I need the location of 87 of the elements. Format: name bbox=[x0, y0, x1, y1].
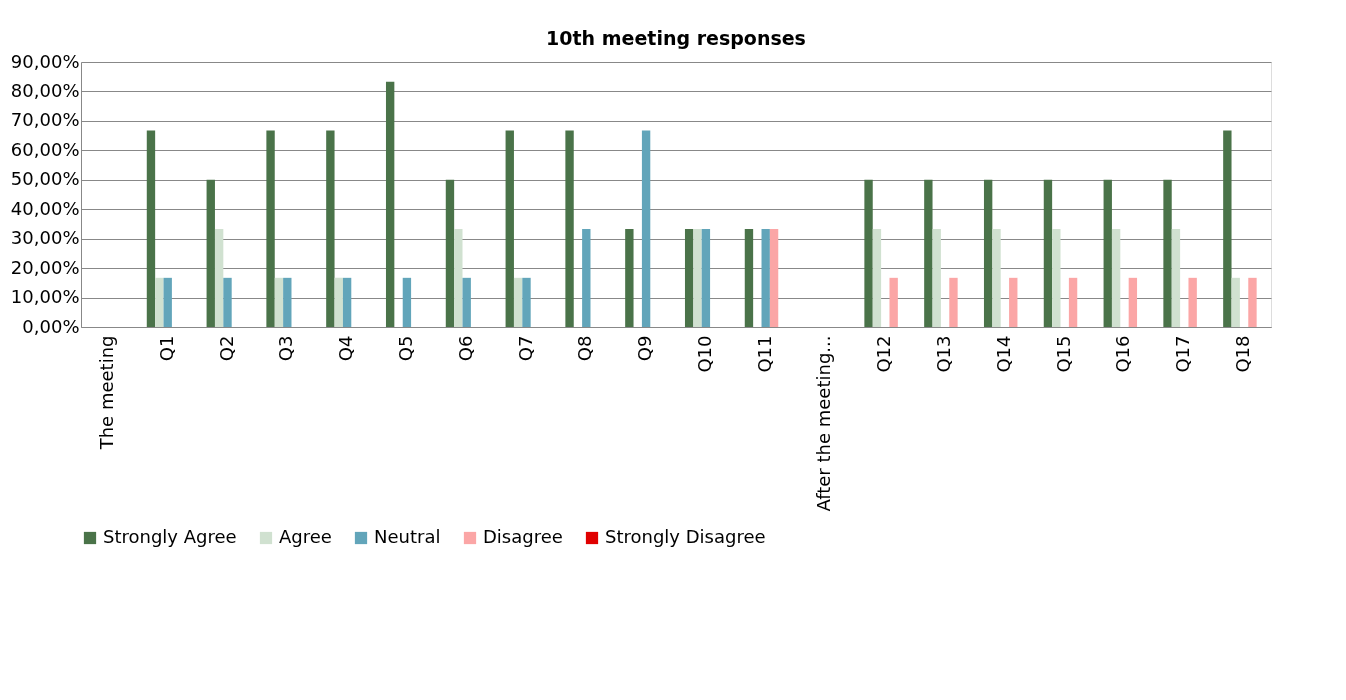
y-tick-label: 90,00% bbox=[10, 50, 80, 72]
x-tick-label: Q3 bbox=[275, 335, 297, 362]
bar bbox=[214, 228, 224, 327]
bar bbox=[924, 179, 933, 327]
bar bbox=[1052, 228, 1061, 327]
bar bbox=[155, 277, 164, 327]
x-tick-label: Q4 bbox=[335, 335, 357, 362]
x-tick-label: Q18 bbox=[1232, 335, 1254, 373]
bar bbox=[334, 277, 343, 327]
x-tick-label: Q6 bbox=[454, 335, 476, 362]
bar bbox=[1188, 277, 1197, 327]
bar bbox=[992, 228, 1001, 327]
bar bbox=[402, 277, 412, 327]
bar bbox=[1103, 179, 1112, 327]
bar bbox=[1043, 179, 1053, 327]
legend-label: Agree bbox=[279, 526, 332, 547]
chart-title: 10th meeting responses bbox=[546, 27, 806, 49]
bar bbox=[1231, 277, 1240, 327]
x-tick-label: Q16 bbox=[1112, 335, 1134, 373]
bar bbox=[206, 179, 215, 327]
y-tick-label: 70,00% bbox=[10, 109, 80, 131]
bar bbox=[505, 130, 514, 327]
bar bbox=[1248, 277, 1257, 327]
bar bbox=[454, 228, 463, 327]
legend-label: Strongly Disagree bbox=[605, 526, 766, 547]
bar bbox=[701, 228, 711, 327]
bar bbox=[932, 228, 941, 327]
y-tick-label: 0,00% bbox=[22, 315, 80, 337]
bar bbox=[864, 179, 873, 327]
y-tick-label: 40,00% bbox=[10, 197, 80, 219]
y-tick-label: 30,00% bbox=[10, 227, 80, 249]
bar bbox=[283, 277, 292, 327]
legend-label: Strongly Agree bbox=[103, 526, 237, 547]
legend-label: Neutral bbox=[374, 526, 441, 547]
bar bbox=[385, 81, 395, 327]
bar bbox=[1171, 228, 1181, 327]
x-tick-label: Q10 bbox=[693, 335, 715, 373]
x-tick-label: Q7 bbox=[514, 335, 536, 362]
bar bbox=[1223, 130, 1232, 327]
bar bbox=[274, 277, 284, 327]
bar bbox=[513, 277, 523, 327]
bar bbox=[872, 228, 882, 327]
y-tick-label: 60,00% bbox=[10, 138, 80, 160]
legend-label: Disagree bbox=[483, 526, 563, 547]
bar bbox=[445, 179, 455, 327]
bar bbox=[223, 277, 232, 327]
bar bbox=[889, 277, 898, 327]
bar bbox=[693, 228, 702, 327]
x-tick-label: The meeting bbox=[95, 335, 117, 451]
bar bbox=[266, 130, 275, 327]
x-tick-label: Q17 bbox=[1172, 335, 1194, 373]
bar bbox=[625, 228, 634, 327]
bar bbox=[342, 277, 352, 327]
x-tick-label: Q14 bbox=[992, 335, 1014, 373]
bar bbox=[582, 228, 591, 327]
x-tick-label: Q13 bbox=[933, 335, 955, 373]
bar bbox=[522, 277, 531, 327]
x-tick-label: Q15 bbox=[1052, 335, 1074, 373]
bar bbox=[1163, 179, 1172, 327]
x-tick-label: Q12 bbox=[873, 335, 895, 373]
bar bbox=[462, 277, 471, 327]
x-tick-label: Q11 bbox=[753, 335, 775, 373]
x-tick-label: Q8 bbox=[574, 335, 596, 362]
bar bbox=[744, 228, 754, 327]
bar bbox=[565, 130, 574, 327]
bar bbox=[983, 179, 993, 327]
bar bbox=[1111, 228, 1121, 327]
bar bbox=[163, 277, 172, 327]
x-tick-label: Q5 bbox=[394, 335, 416, 362]
bar bbox=[1009, 277, 1018, 327]
x-tick-label: Q9 bbox=[634, 335, 656, 362]
bar bbox=[146, 130, 156, 327]
y-tick-label: 10,00% bbox=[10, 286, 80, 308]
bar bbox=[949, 277, 958, 327]
bar bbox=[1068, 277, 1078, 327]
bar bbox=[761, 228, 770, 327]
bar bbox=[1128, 277, 1138, 327]
x-tick-label: Q2 bbox=[215, 335, 237, 362]
x-tick-label: Q1 bbox=[155, 335, 177, 362]
y-tick-label: 50,00% bbox=[10, 168, 80, 190]
y-tick-label: 80,00% bbox=[10, 79, 80, 101]
bar bbox=[684, 228, 694, 327]
bar bbox=[641, 130, 651, 327]
bar bbox=[326, 130, 335, 327]
y-tick-label: 20,00% bbox=[10, 256, 80, 278]
x-tick-label: After the meeting... bbox=[813, 335, 835, 512]
bar bbox=[769, 228, 779, 327]
